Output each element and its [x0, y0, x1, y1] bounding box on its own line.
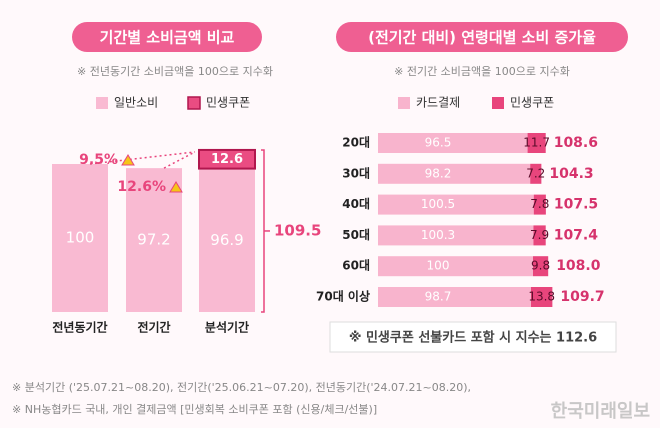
legend-swatch [398, 97, 410, 109]
legend-label: 카드결제 [416, 96, 460, 110]
x-tick-label: 전기간 [137, 320, 170, 335]
legend-swatch [96, 97, 108, 109]
chart-subtitle: ※ 전년동기간 소비금액을 100으로 지수화 [77, 65, 273, 78]
legend-label: 민생쿠폰 [206, 96, 250, 110]
x-tick-label: 전년동기간 [52, 320, 107, 335]
bar [378, 256, 533, 277]
total-label: 109.5 [274, 221, 321, 239]
total-label: 108.0 [556, 258, 601, 274]
bar-value: 9.8 [531, 259, 550, 273]
bar [199, 168, 255, 312]
y-tick-label: 30대 [342, 166, 370, 180]
coupon-bar [533, 194, 546, 215]
up-triangle [121, 154, 135, 166]
y-tick-label: 20대 [342, 136, 370, 150]
bar-value: 12.6 [211, 152, 243, 167]
bar-value: 11.7 [523, 136, 550, 150]
coupon-bar [198, 148, 256, 170]
bar-value: 13.8 [528, 290, 555, 304]
coupon-bar [533, 225, 546, 246]
total-label: 108.6 [554, 135, 598, 151]
watermark: 한국미래일보 [551, 401, 650, 422]
bar-value: 100 [66, 229, 95, 247]
legend-label: 일반소비 [114, 96, 158, 110]
y-tick-label: 50대 [342, 228, 370, 242]
bar-value: 7.2 [526, 166, 545, 180]
title-pill [336, 22, 628, 52]
legend-swatch [492, 97, 504, 109]
change-label: 12.6% [117, 179, 166, 195]
total-label: 109.7 [560, 289, 604, 305]
bar-value: 96.5 [425, 136, 452, 150]
coupon-bar [527, 133, 546, 153]
chart-subtitle: ※ 전기간 소비금액을 100으로 지수화 [394, 65, 570, 78]
bar-value: 7.8 [530, 197, 549, 211]
bar [378, 133, 528, 153]
bar [378, 287, 531, 307]
coupon-bar [530, 287, 553, 307]
y-tick-label: 40대 [342, 197, 370, 211]
bar [52, 164, 108, 312]
callout-box [329, 321, 617, 353]
change-label: 9.5% [79, 152, 118, 168]
bar-value: 7.9 [530, 228, 549, 242]
bar-value: 100.3 [421, 228, 455, 242]
bar-value: 97.2 [137, 231, 170, 249]
y-tick-label: 60대 [342, 259, 370, 273]
total-label: 107.4 [554, 227, 599, 243]
chart-title: (전기간 대비) 연령대별 소비 증가율 [368, 29, 596, 47]
footnote: ※ 분석기간 ('25.07.21~08.20), 전기간('25.06.21~… [12, 381, 471, 394]
bar [378, 163, 531, 184]
legend-swatch [187, 96, 201, 110]
chart-title: 기간별 소비금액 비교 [100, 29, 235, 47]
arrow-line [163, 151, 196, 169]
coupon-bar [530, 163, 542, 184]
bar-value: 98.2 [425, 166, 452, 180]
bar-value: 98.7 [425, 290, 452, 304]
bar [378, 225, 534, 246]
bar-value: 100.5 [421, 197, 455, 211]
total-label: 107.5 [554, 197, 598, 213]
x-tick-label: 분석기간 [205, 320, 249, 335]
bar-value: 100 [427, 259, 450, 273]
coupon-bar [533, 256, 549, 277]
y-tick-label: 70대 이상 [316, 289, 370, 304]
title-pill [72, 22, 262, 52]
total-label: 104.3 [549, 166, 593, 182]
bar-value: 96.9 [210, 231, 243, 249]
bar [378, 194, 534, 215]
footnote: ※ NH농협카드 국내, 개인 결제금액 [민생회복 소비쿠폰 포함 (신용/체… [12, 403, 377, 416]
legend-label: 민생쿠폰 [510, 96, 554, 110]
callout: ※ 민생쿠폰 선불카드 포함 시 지수는 112.6 [349, 330, 597, 346]
up-triangle [169, 181, 183, 193]
